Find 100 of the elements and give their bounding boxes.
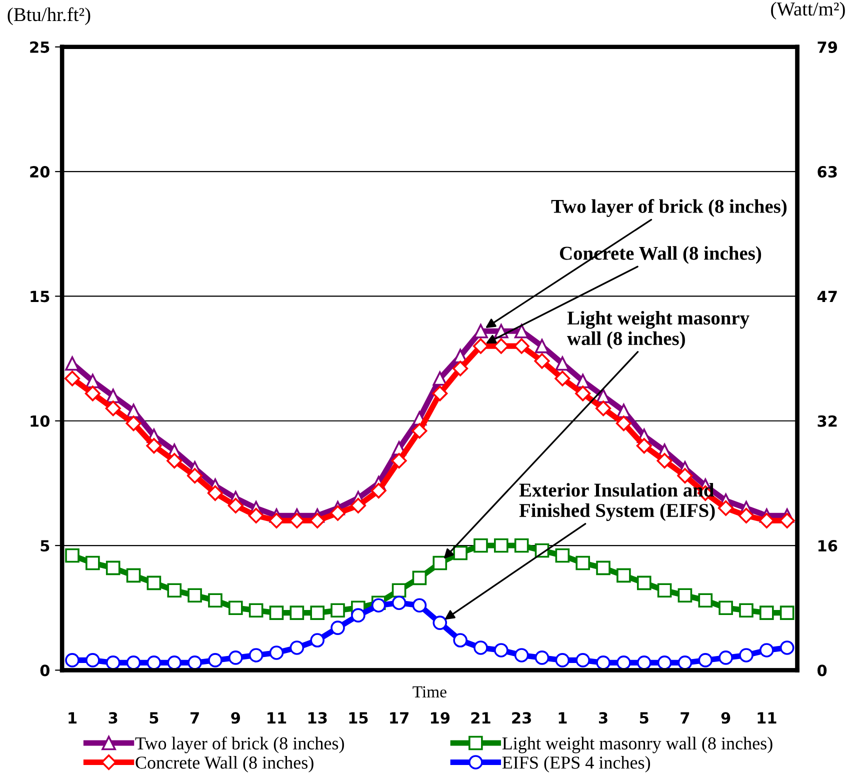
point [514, 338, 530, 354]
point [105, 400, 121, 416]
point [412, 423, 428, 439]
point [248, 508, 264, 524]
y-tick-label: 20 [30, 166, 50, 178]
y2-tick-label: 79 [818, 41, 838, 53]
point [65, 653, 80, 668]
legend-label: EIFS (EPS 4 inches) [502, 756, 650, 772]
point [678, 588, 692, 603]
point [758, 512, 774, 528]
point [84, 386, 100, 402]
legend-label: Two layer of brick (8 inches) [135, 736, 344, 754]
point [780, 606, 794, 620]
point [718, 500, 734, 516]
point [269, 606, 284, 620]
point [452, 360, 468, 376]
point [596, 560, 610, 576]
point [351, 608, 366, 622]
point [350, 498, 366, 514]
point [310, 633, 324, 648]
x-tick-label: 3 [108, 712, 118, 724]
point [432, 616, 448, 630]
y2-tick-label: 32 [818, 415, 837, 427]
point [188, 588, 202, 603]
point [636, 438, 652, 454]
point [739, 603, 754, 618]
y-tick-label: 15 [30, 290, 50, 302]
y-tick-label: 10 [30, 415, 50, 427]
point [126, 656, 141, 670]
point [575, 386, 591, 402]
x-tick-label: 9 [721, 712, 730, 724]
point [146, 438, 162, 454]
point [718, 650, 733, 665]
point [228, 600, 243, 616]
y2-axis-title: (Watt/m²) [771, 2, 845, 20]
point [146, 576, 162, 590]
point [248, 603, 264, 618]
x-tick-label: 3 [598, 712, 608, 724]
x-tick-label: 15 [349, 712, 368, 724]
point [698, 653, 713, 668]
point [167, 583, 182, 598]
y2-tick-label: 47 [817, 290, 837, 302]
point [289, 512, 305, 528]
point [65, 548, 80, 563]
point [534, 650, 550, 665]
point [370, 482, 386, 498]
y-tick-label: 5 [40, 540, 50, 552]
point [616, 404, 631, 418]
x-tick-label: 13 [308, 712, 327, 724]
point [64, 370, 80, 386]
point [86, 556, 100, 570]
point [126, 568, 141, 583]
x-tick-label: 5 [150, 712, 158, 724]
point [126, 416, 142, 432]
x-tick-label: 23 [512, 712, 531, 724]
point [330, 603, 345, 618]
legend-label: Light weight masonry wall (8 inches) [502, 736, 772, 754]
point [453, 633, 468, 648]
point [268, 512, 284, 528]
point [677, 468, 693, 484]
point [616, 568, 631, 583]
point [228, 650, 243, 665]
x-tick-label: 7 [190, 712, 199, 724]
point [636, 576, 652, 590]
point [595, 400, 612, 416]
point [207, 485, 224, 501]
x-tick-label: 7 [680, 712, 690, 724]
point [514, 648, 529, 662]
x-tick-label: 11 [268, 712, 286, 724]
point [146, 656, 162, 670]
annotation: Two layer of brick (8 inches) [551, 199, 787, 217]
point [453, 546, 468, 560]
point [188, 656, 202, 670]
x-tick-label: 21 [471, 712, 490, 724]
point [494, 538, 508, 553]
point [248, 648, 264, 662]
point [656, 452, 672, 469]
point [392, 596, 406, 610]
point [392, 583, 406, 598]
legend-label: Concrete Wall (8 inches) [136, 756, 314, 772]
point [412, 570, 427, 586]
point [514, 538, 529, 553]
point [187, 468, 203, 484]
point [228, 498, 244, 514]
point [330, 620, 345, 635]
point [576, 556, 590, 570]
x-tick-label: 9 [231, 712, 240, 724]
point [126, 404, 141, 418]
point [391, 452, 407, 469]
point [494, 643, 508, 658]
x-tick-label: 11 [758, 712, 776, 724]
point [432, 386, 448, 402]
y2-tick-label: 16 [818, 540, 838, 552]
point [514, 324, 529, 338]
point [718, 600, 733, 616]
point [555, 653, 570, 668]
point [596, 656, 610, 670]
x-tick-label: 17 [390, 712, 408, 724]
point [636, 656, 652, 670]
y-tick-label: 0 [40, 664, 50, 676]
